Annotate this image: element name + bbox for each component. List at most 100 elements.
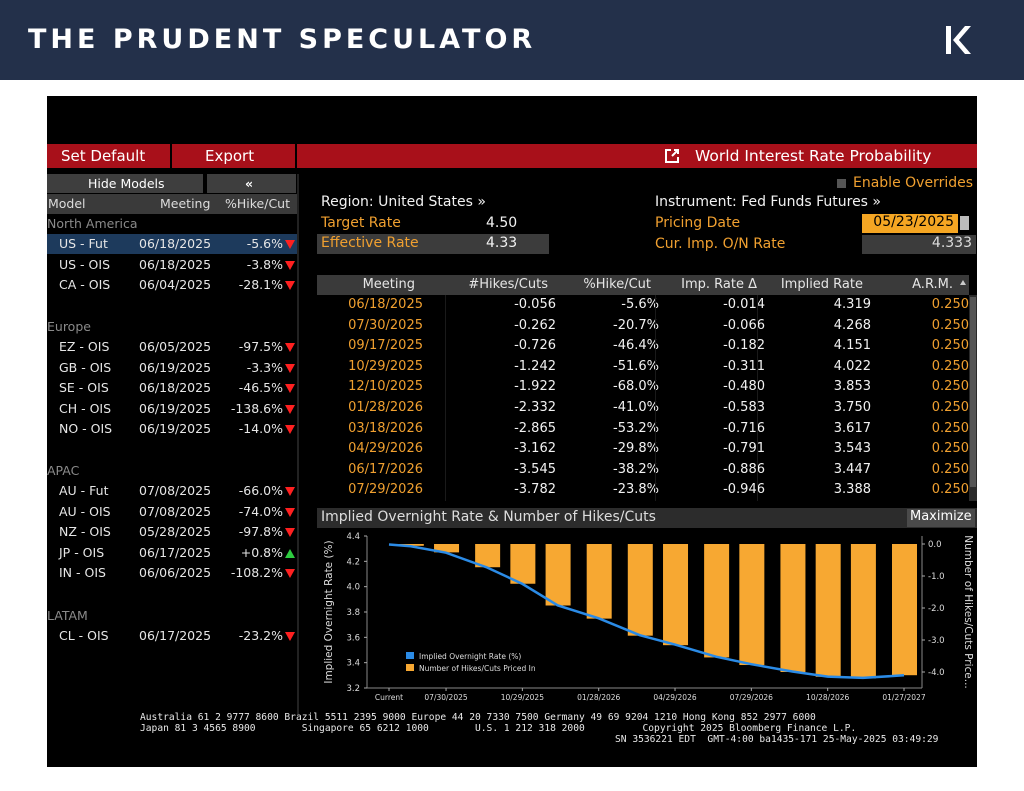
collapse-sidebar-button[interactable]: « [207, 174, 296, 193]
arrow-up-icon [284, 543, 295, 563]
arrow-down-icon [284, 419, 295, 439]
sort-up-icon[interactable] [960, 280, 966, 285]
model-name: SE - OIS [59, 380, 109, 396]
enable-overrides-checkbox[interactable] [837, 179, 846, 188]
model-hike-pct: -23.2% [238, 628, 283, 643]
imp-rate-delta: -0.182 [723, 338, 765, 354]
legend-swatch-bar [406, 664, 414, 671]
meeting-date: 12/10/2025 [348, 379, 423, 395]
model-hike-pct: -28.1% [238, 277, 283, 293]
x-tick-label: 10/28/2026 [806, 693, 849, 702]
table-row[interactable]: 10/29/2025 -1.242 -51.6% -0.311 4.022 0.250 [317, 357, 977, 378]
hikes-cuts: -1.242 [514, 358, 556, 374]
footer-phones-line1: Australia 61 2 9777 8600 Brazil 5511 239… [140, 712, 816, 723]
y-tick-label: 4.4 [346, 532, 360, 542]
sidebar-model-row[interactable]: AU - OIS 07/08/2025 -74.0% [47, 502, 297, 522]
sidebar-col-hike: %Hike/Cut [225, 196, 290, 211]
arrow-down-icon [284, 399, 295, 419]
table-row[interactable]: 07/30/2025 -0.262 -20.7% -0.066 4.268 0.250 [317, 316, 977, 337]
export-button[interactable]: Export [172, 144, 295, 168]
sidebar-model-row[interactable]: GB - OIS 06/19/2025 -3.3% [47, 358, 297, 378]
sidebar-header: Model Meeting %Hike/Cut [47, 194, 297, 214]
model-hike-pct: -66.0% [238, 483, 283, 498]
instrument-selector[interactable]: Instrument: Fed Funds Futures » [655, 194, 881, 210]
sidebar-model-row[interactable]: NZ - OIS 05/28/2025 -97.8% [47, 522, 297, 542]
sidebar-model-row[interactable]: AU - Fut 07/08/2025 -66.0% [47, 481, 297, 501]
hikes-cuts: -3.545 [514, 461, 556, 477]
sidebar-model-row[interactable]: US - Fut 06/18/2025 -5.6% [47, 234, 297, 254]
set-default-button[interactable]: Set Default [47, 144, 170, 168]
table-scrollbar[interactable] [969, 295, 977, 501]
y2-tick-label: 0.0 [928, 540, 942, 550]
sidebar-model-row[interactable]: EZ - OIS 06/05/2025 -97.5% [47, 337, 297, 357]
overnight-rate-field: 4.333 [862, 235, 976, 254]
hikes-cuts-bar [850, 544, 876, 679]
model-meeting-date: 06/04/2025 [139, 277, 212, 293]
overnight-rate-value: 4.333 [931, 235, 972, 251]
pricing-date-input[interactable]: 05/23/2025 [862, 214, 958, 233]
model-meeting-date: 06/05/2025 [139, 339, 212, 354]
table-row[interactable]: 12/10/2025 -1.922 -68.0% -0.480 3.853 0.250 [317, 377, 977, 398]
brand-header: THE PRUDENT SPECULATOR [0, 0, 1024, 80]
sidebar-model-row[interactable]: CL - OIS 06/17/2025 -23.2% [47, 626, 297, 646]
col-arm: A.R.M. [912, 277, 953, 292]
pct-hike-cut: -5.6% [621, 297, 659, 312]
sidebar-model-row[interactable]: SE - OIS 06/18/2025 -46.5% [47, 378, 297, 398]
external-link-icon[interactable] [665, 149, 679, 163]
sidebar-model-row[interactable]: IN - OIS 06/06/2025 -108.2% [47, 563, 297, 583]
arm: 0.250 [931, 441, 969, 457]
window-title: World Interest Rate Probability [695, 147, 932, 165]
hikes-cuts: -3.782 [514, 482, 556, 498]
hikes-cuts-bar [627, 544, 653, 636]
legend-swatch-line [406, 652, 414, 659]
sidebar-model-row[interactable]: CH - OIS 06/19/2025 -138.6% [47, 399, 297, 419]
table-row[interactable]: 01/28/2026 -2.332 -41.0% -0.583 3.750 0.250 [317, 398, 977, 419]
implied-rate: 3.617 [833, 420, 871, 436]
y2-tick-label: -1.0 [928, 572, 945, 582]
sidebar-group-label: Europe [47, 319, 91, 334]
hikes-cuts-bar [545, 544, 571, 606]
hide-models-button[interactable]: Hide Models [47, 174, 203, 193]
arm: 0.250 [931, 379, 969, 395]
model-meeting-date: 05/28/2025 [139, 524, 212, 540]
table-row[interactable]: 03/18/2026 -2.865 -53.2% -0.716 3.617 0.250 [317, 419, 977, 440]
col-implied-rate: Implied Rate [780, 277, 863, 292]
hikes-cuts-bar [815, 544, 841, 677]
legend-label-line: Implied Overnight Rate (%) [419, 652, 521, 661]
maximize-button[interactable]: Maximize [907, 509, 975, 527]
table-row[interactable]: 07/29/2026 -3.782 -23.8% -0.946 3.388 0.250 [317, 480, 977, 501]
chart-legend-box [402, 648, 582, 676]
table-row[interactable]: 04/29/2026 -3.162 -29.8% -0.791 3.543 0.250 [317, 439, 977, 460]
sidebar-model-row[interactable]: NO - OIS 06/19/2025 -14.0% [47, 419, 297, 439]
meeting-date: 01/28/2026 [348, 400, 423, 415]
table-row[interactable]: 06/17/2026 -3.545 -38.2% -0.886 3.447 0.250 [317, 460, 977, 481]
implied-rate: 3.543 [833, 441, 871, 457]
rate-probability-chart: 4.4 4.2 4.0 3.8 3.6 3.4 3.2 0.0 -1.0 -2.0 -3.0 -4.0… [323, 532, 974, 702]
y2-axis-label: Number of Hikes/Cuts Price... [962, 535, 974, 689]
table-row[interactable]: 06/18/2025 -0.056 -5.6% -0.014 4.319 0.250 [317, 295, 977, 316]
sidebar-model-row[interactable]: CA - OIS 06/04/2025 -28.1% [47, 275, 297, 295]
model-meeting-date: 06/17/2025 [139, 628, 212, 643]
model-meeting-date: 06/19/2025 [139, 359, 212, 375]
table-scrollbar-thumb[interactable] [970, 297, 976, 487]
export-label: Export [205, 147, 255, 165]
sidebar-group-label: APAC [47, 463, 80, 478]
overnight-rate-label: Cur. Imp. O/N Rate [655, 236, 786, 252]
implied-rate: 4.319 [833, 297, 871, 312]
sidebar-model-row[interactable]: US - OIS 06/18/2025 -3.8% [47, 255, 297, 275]
region-selector[interactable]: Region: United States » [321, 194, 486, 210]
target-rate-label: Target Rate [321, 215, 401, 231]
terminal-window: Set Default Export World Interest Rate P… [47, 96, 977, 767]
sidebar-group-label: North America [47, 216, 138, 231]
model-hike-pct: -138.6% [230, 400, 283, 416]
model-meeting-date: 07/08/2025 [139, 503, 212, 519]
table-row[interactable]: 09/17/2025 -0.726 -46.4% -0.182 4.151 0.250 [317, 336, 977, 357]
hide-models-label: Hide Models [88, 176, 165, 191]
hikes-cuts: -0.262 [514, 317, 556, 333]
y-tick-label: 3.2 [346, 684, 360, 694]
calendar-icon[interactable] [960, 216, 969, 230]
sidebar-model-row[interactable]: JP - OIS 06/17/2025 +0.8% [47, 543, 297, 563]
model-name: NZ - OIS [59, 524, 111, 540]
arm: 0.250 [931, 400, 969, 415]
y-tick-label: 3.6 [346, 633, 360, 643]
